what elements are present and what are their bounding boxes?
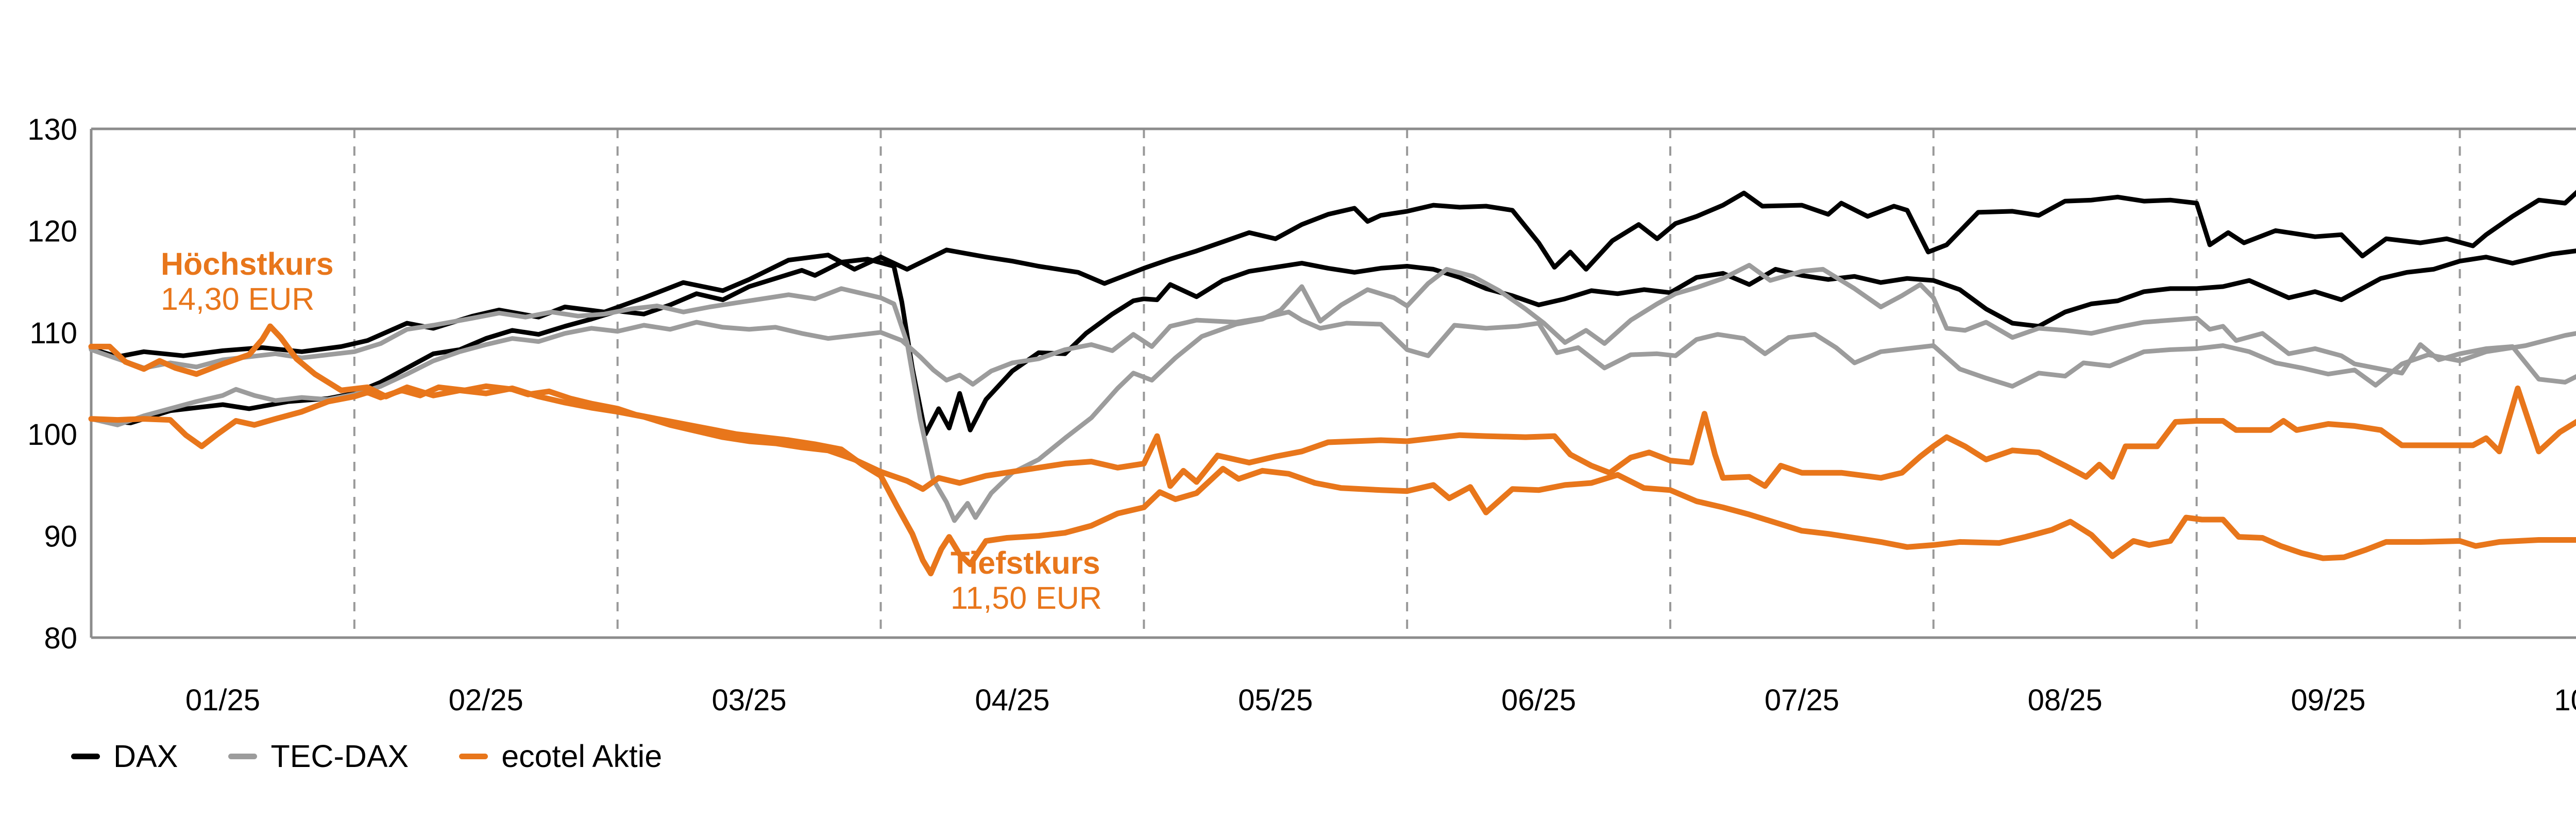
x-axis-label: 07/25 (1765, 683, 1839, 717)
x-axis-label: 03/25 (712, 683, 787, 717)
legend-item-tecdax: TEC-DAX (228, 738, 409, 774)
series-line-dax-2 (89, 248, 2576, 437)
annotation-low-price: Tiefstkurs 11,50 EUR (951, 545, 1102, 615)
legend-label-ecotel: ecotel Aktie (501, 739, 663, 774)
annotation-high-price: Höchstkurs 14,30 EUR (161, 246, 334, 316)
x-axis-label: 08/25 (2028, 683, 2103, 717)
series-line-ecotel-2 (88, 383, 2576, 577)
y-axis-label: 80 (44, 622, 77, 655)
x-axis-label: 01/25 (185, 683, 260, 717)
low-price-value: 11,50 EUR (951, 580, 1102, 615)
series-line-dax-1 (89, 190, 2576, 359)
y-axis-label: 110 (30, 316, 77, 350)
legend-item-ecotel: ecotel Aktie (459, 738, 662, 774)
legend-label-dax: DAX (113, 739, 178, 774)
series-line-ecotel-1 (88, 323, 2576, 492)
legend-marker-ecotel (459, 753, 488, 759)
x-axis-label: 10/25 (2554, 683, 2576, 717)
x-axis-label: 02/25 (449, 683, 523, 717)
x-axis-label: 09/25 (2291, 683, 2366, 717)
legend-label-tecdax: TEC-DAX (270, 739, 409, 774)
high-price-value: 14,30 EUR (161, 281, 315, 316)
chart-legend: DAX TEC-DAX ecotel Aktie (71, 738, 662, 774)
series-line-tecdax-1 (89, 263, 2576, 523)
legend-marker-tecdax (228, 753, 258, 759)
legend-marker-dax (71, 753, 100, 759)
legend-item-dax: DAX (71, 738, 178, 774)
x-axis-label: 05/25 (1238, 683, 1313, 717)
y-axis-label: 100 (27, 418, 77, 452)
low-price-title: Tiefstkurs (951, 545, 1100, 580)
y-axis-label: 130 (27, 113, 77, 146)
y-axis-label: 90 (44, 520, 77, 554)
x-axis-label: 04/25 (975, 683, 1049, 717)
x-axis-label: 06/25 (1501, 683, 1576, 717)
y-axis-label: 120 (27, 214, 77, 248)
high-price-title: Höchstkurs (161, 246, 334, 281)
series-line-tecdax-2 (89, 309, 2576, 427)
